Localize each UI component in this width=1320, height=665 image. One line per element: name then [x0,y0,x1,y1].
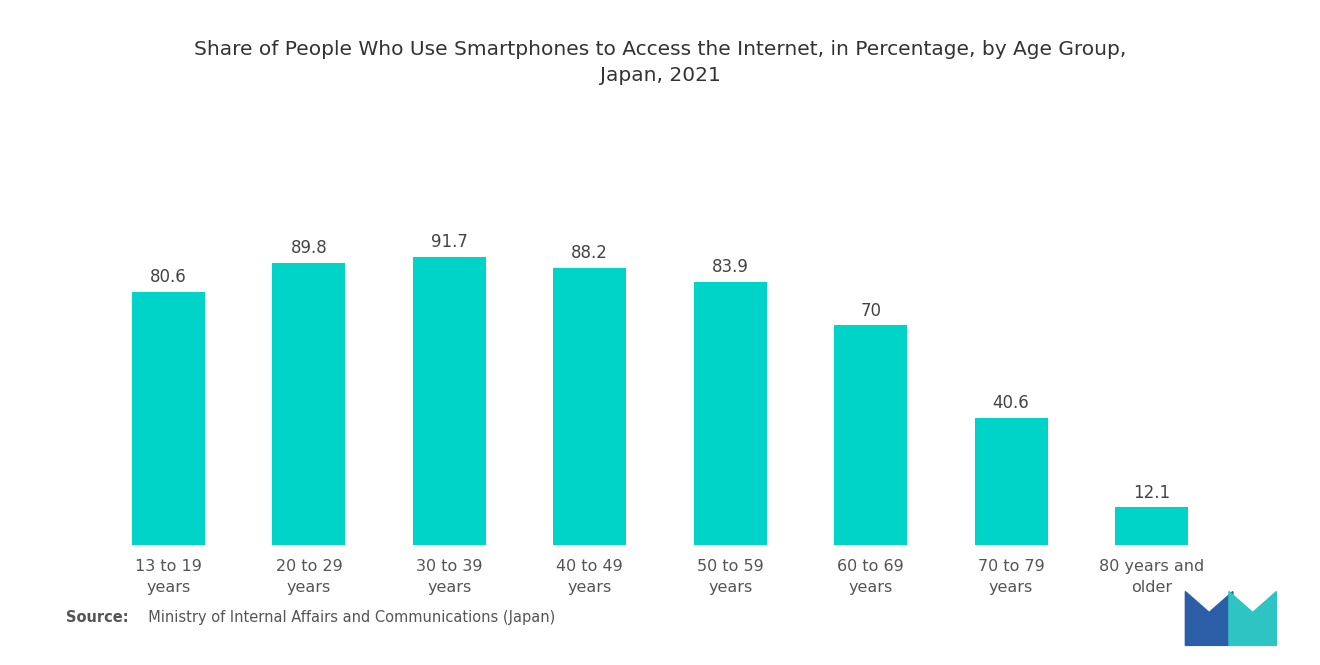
Text: 91.7: 91.7 [430,233,467,251]
Bar [132,292,205,545]
Bar [272,263,346,545]
Text: 40.6: 40.6 [993,394,1030,412]
Text: Ministry of Internal Affairs and Communications (Japan): Ministry of Internal Affairs and Communi… [139,610,554,625]
Text: 89.8: 89.8 [290,239,327,257]
Text: Share of People Who Use Smartphones to Access the Internet, in Percentage, by Ag: Share of People Who Use Smartphones to A… [194,40,1126,85]
Polygon shape [1229,592,1276,645]
Text: 80.6: 80.6 [150,268,187,286]
Bar [413,257,486,545]
Bar [694,281,767,545]
Bar [553,268,626,545]
Bar [1115,507,1188,545]
Polygon shape [1185,592,1233,645]
Text: 12.1: 12.1 [1133,483,1170,501]
Text: 83.9: 83.9 [711,258,748,276]
Text: 88.2: 88.2 [572,244,609,263]
Text: Source:: Source: [66,610,128,625]
Bar [974,418,1048,545]
Bar [834,325,907,545]
Text: 70: 70 [861,302,882,320]
